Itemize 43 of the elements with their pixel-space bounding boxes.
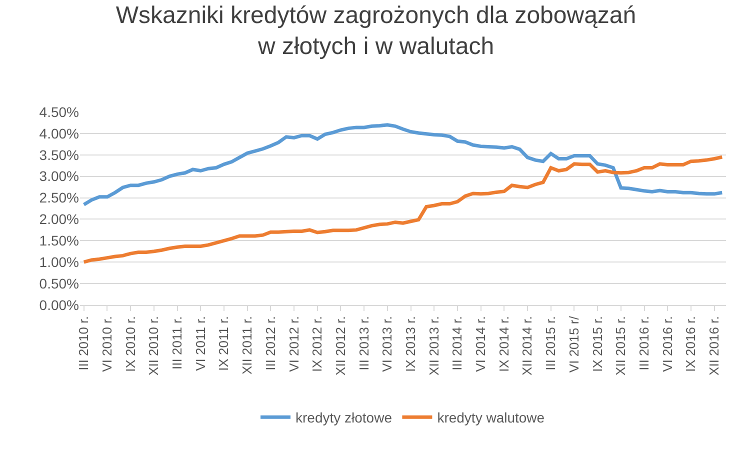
x-tick-label: III 2016 r. [636,316,652,370]
x-tick-label: XII 2011 r. [240,316,255,374]
x-tick-label: III 2011 r. [170,316,185,370]
x-tick-label: VI 2010 r. [99,316,114,372]
y-tick-label: 2.00% [39,211,79,228]
y-tick-label: 1.00% [39,254,79,270]
x-tick-label: XII 2012 r. [332,316,348,376]
x-tick-label: III 2010 r. [76,316,92,370]
x-tick-label: XII 2015 r. [613,316,628,376]
x-tick-label: III 2014 r. [450,316,465,370]
x-tick-label: XII 2010 r. [146,316,162,376]
y-tick-label: 3.00% [39,168,79,184]
x-tick-label: IX 2013 r. [403,316,418,372]
legend-label: kredyty złotowe [296,410,392,426]
line-series [82,123,724,206]
y-tick-label: 1.50% [39,232,79,249]
x-tick-label: VI 2014 r. [473,316,488,372]
y-tick-label: 0.00% [39,296,79,313]
x-tick-label: III 2012 r. [262,316,278,370]
y-tick-label: 0.50% [39,275,79,292]
x-tick-label: IX 2011 r. [216,316,232,371]
chart-title: Wskazniki kredytów zagrożonych dla zobowązań w złotych i w walutach [116,2,636,60]
x-tick-label: VI 2015 r/ [566,316,582,373]
y-tick-label: 3.50% [39,146,79,163]
x-tick-label: IX 2015 r. [590,316,605,372]
x-tick-label: VI 2016 r. [660,316,675,372]
x-tick-label: XII 2013 r. [426,316,442,376]
y-tick-label: 4.00% [39,125,79,142]
x-tick-label: IX 2016 r. [683,316,698,372]
y-tick-label: 2.50% [39,190,79,206]
legend-label: kredyty walutowe [437,410,545,426]
x-tick-label: III 2015 r. [543,316,558,370]
x-tick-label: VI 2012 r. [286,316,302,372]
x-tick-label: XII 2014 r. [520,316,535,376]
x-tick-label: IX 2012 r. [310,316,325,372]
line-series [82,155,724,264]
x-tick-label: IX 2010 r. [122,316,138,372]
x-tick-label: III 2013 r. [356,316,372,370]
x-tick-label: VI 2013 r. [380,316,395,372]
x-tick-label: XII 2016 r. [706,316,722,376]
y-tick-label: 4.50% [39,104,79,120]
x-tick-label: IX 2014 r. [496,316,512,372]
x-tick-label: VI 2011 r. [192,316,208,371]
